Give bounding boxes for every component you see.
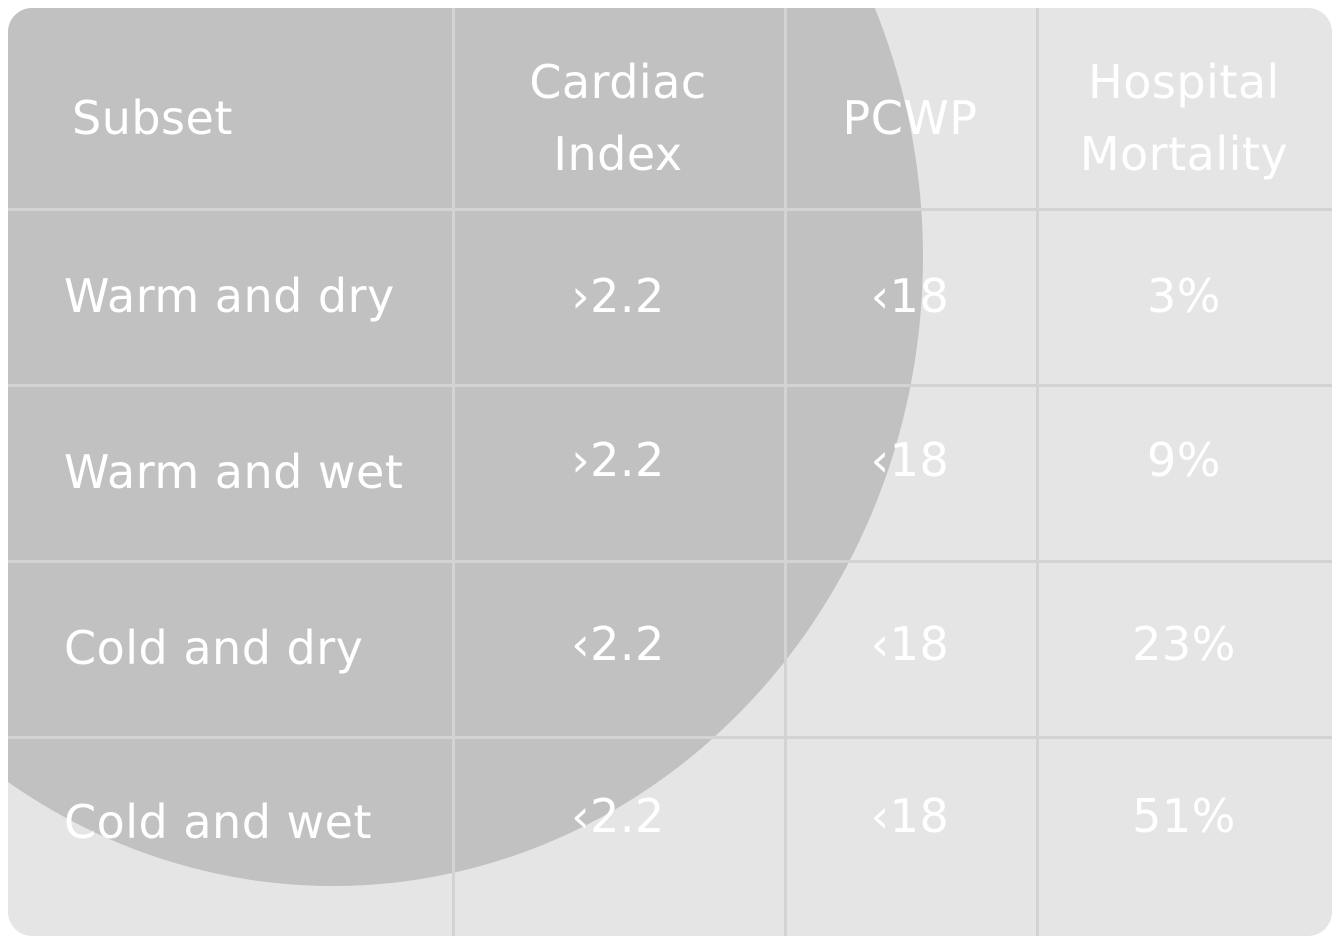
header-mortality-line2: Mortality (1079, 127, 1289, 181)
table-card: Subset Cardiac Index PCWP Hospital Morta… (8, 8, 1332, 936)
table-row-subset: Cold and dry (64, 621, 364, 675)
header-subset: Subset (72, 91, 233, 145)
grid-line-vertical (452, 8, 455, 936)
table-row-mortality: 9% (1147, 433, 1221, 487)
grid-line-vertical (784, 8, 787, 936)
table-row-pcwp: ‹18 (870, 433, 950, 487)
header-mortality-line1: Hospital (1088, 55, 1280, 109)
grid-line-horizontal (8, 384, 1332, 387)
header-pcwp: PCWP (842, 91, 978, 145)
table-row-subset: Cold and wet (64, 795, 372, 849)
table-row-mortality: 23% (1132, 617, 1236, 671)
grid-line-horizontal (8, 736, 1332, 739)
header-cardiac-index-line1: Cardiac (529, 55, 707, 109)
table-row-pcwp: ‹18 (870, 789, 950, 843)
table-row-pcwp: ‹18 (870, 269, 950, 323)
grid-line-vertical (1036, 8, 1039, 936)
table-row-pcwp: ‹18 (870, 617, 950, 671)
table-row-cardiac-index: ›2.2 (571, 269, 665, 323)
table-row-subset: Warm and wet (64, 445, 404, 499)
table-row-subset: Warm and dry (64, 269, 395, 323)
table-row-mortality: 3% (1147, 269, 1221, 323)
grid-line-horizontal (8, 560, 1332, 563)
table-row-mortality: 51% (1132, 789, 1236, 843)
table-row-cardiac-index: ›2.2 (571, 433, 665, 487)
header-cardiac-index-line2: Index (553, 127, 683, 181)
table-row-cardiac-index: ‹2.2 (571, 789, 665, 843)
grid-line-horizontal (8, 208, 1332, 211)
table-row-cardiac-index: ‹2.2 (571, 617, 665, 671)
